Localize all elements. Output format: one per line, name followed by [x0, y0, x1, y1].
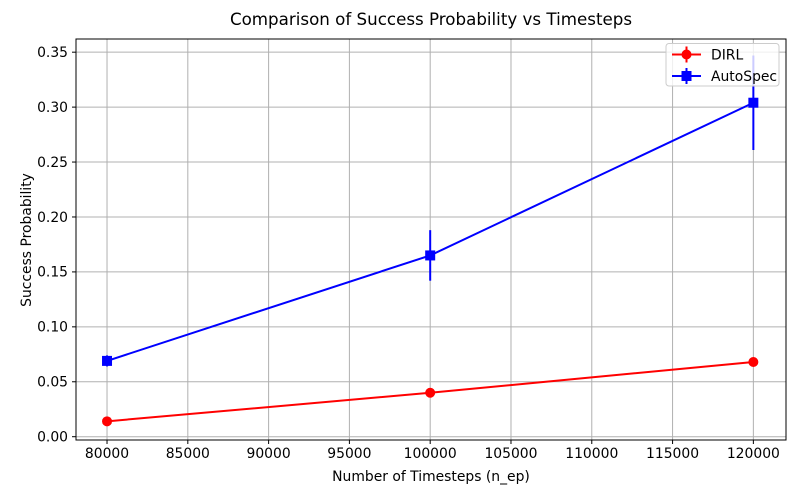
- y-axis-label: Success Probability: [19, 173, 35, 307]
- y-tick-label: 0.10: [37, 320, 68, 336]
- y-tick-label: 0.05: [37, 375, 68, 391]
- x-tick-label: 95000: [327, 446, 371, 462]
- y-tick-label: 0.25: [37, 155, 68, 171]
- legend: DIRL AutoSpec: [665, 43, 780, 87]
- chart-title: Comparison of Success Probability vs Tim…: [230, 9, 632, 29]
- marker-dirl: [425, 387, 436, 398]
- axis-layer: 80000 85000 90000 95000 100000 105000 110000 11…: [37, 38, 787, 462]
- series-layer: [102, 55, 759, 427]
- x-tick-label: 115000: [646, 446, 699, 462]
- y-tick-label: 0.30: [37, 100, 68, 116]
- x-tick-label: 120000: [727, 446, 780, 462]
- marker-autospec: [102, 355, 113, 366]
- y-tick-label: 0.35: [37, 45, 68, 61]
- x-tick-label: 85000: [166, 446, 210, 462]
- y-tick-label: 0.00: [37, 430, 68, 446]
- x-tick-label: 90000: [247, 446, 291, 462]
- x-tick-label: 80000: [85, 446, 129, 462]
- y-tick-label: 0.20: [37, 210, 68, 226]
- marker-dirl: [748, 356, 759, 367]
- x-tick-label: 100000: [404, 446, 457, 462]
- x-tick-label: 105000: [484, 446, 537, 462]
- marker-autospec: [425, 250, 436, 261]
- axes-frame: [75, 38, 787, 441]
- marker-dirl: [102, 416, 113, 427]
- legend-marker-dirl: [681, 49, 692, 60]
- legend-label-dirl: DIRL: [711, 47, 743, 63]
- x-tick-label: 110000: [565, 446, 618, 462]
- marker-autospec: [748, 97, 759, 108]
- legend-marker-autospec: [681, 71, 692, 81]
- y-tick-label: 0.15: [37, 265, 68, 281]
- legend-label-autospec: AutoSpec: [711, 69, 777, 85]
- x-axis-label: Number of Timesteps (n_ep): [332, 469, 530, 485]
